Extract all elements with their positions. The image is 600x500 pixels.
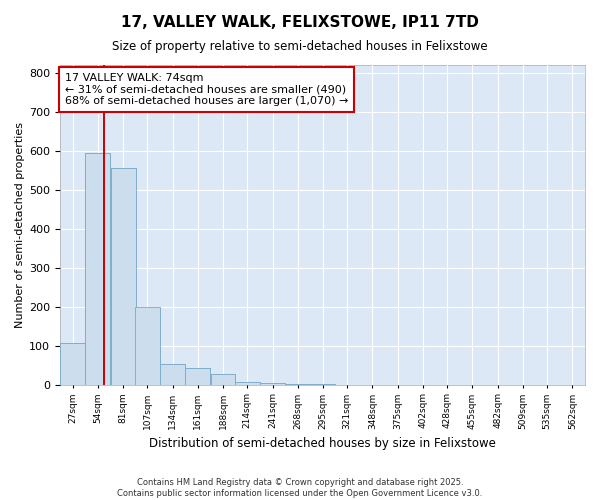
Text: 17, VALLEY WALK, FELIXSTOWE, IP11 7TD: 17, VALLEY WALK, FELIXSTOWE, IP11 7TD — [121, 15, 479, 30]
Bar — [85, 152, 110, 384]
X-axis label: Distribution of semi-detached houses by size in Felixstowe: Distribution of semi-detached houses by … — [149, 437, 496, 450]
Bar — [60, 343, 85, 384]
Bar — [60, 343, 85, 384]
Bar — [110, 168, 136, 384]
Bar — [160, 364, 185, 384]
Bar — [260, 382, 285, 384]
Bar — [260, 382, 285, 384]
Bar — [235, 382, 260, 384]
Bar — [160, 364, 185, 384]
Text: 17 VALLEY WALK: 74sqm
← 31% of semi-detached houses are smaller (490)
68% of sem: 17 VALLEY WALK: 74sqm ← 31% of semi-deta… — [65, 73, 348, 106]
Text: Contains HM Land Registry data © Crown copyright and database right 2025.
Contai: Contains HM Land Registry data © Crown c… — [118, 478, 482, 498]
Bar — [135, 306, 160, 384]
Bar — [211, 374, 235, 384]
Bar — [110, 168, 136, 384]
Bar — [235, 382, 260, 384]
Bar — [185, 368, 210, 384]
Bar — [85, 152, 110, 384]
Y-axis label: Number of semi-detached properties: Number of semi-detached properties — [15, 122, 25, 328]
Bar — [211, 374, 235, 384]
Text: Size of property relative to semi-detached houses in Felixstowe: Size of property relative to semi-detach… — [112, 40, 488, 53]
Bar — [185, 368, 210, 384]
Bar — [135, 306, 160, 384]
